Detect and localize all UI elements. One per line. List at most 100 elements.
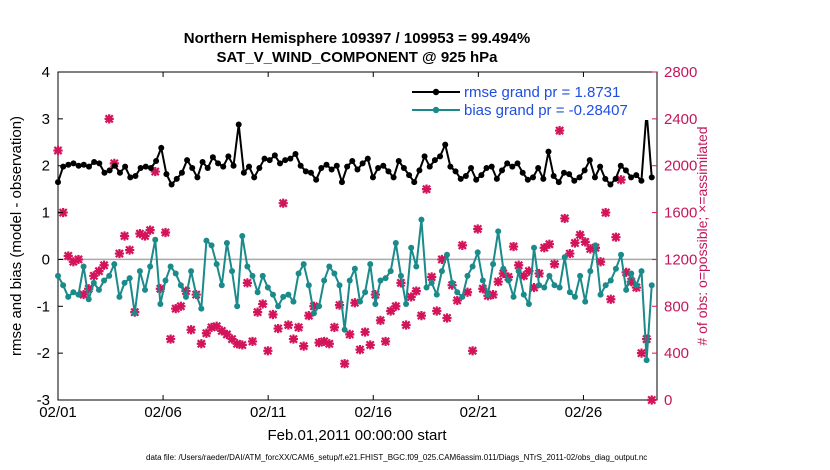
obs-marker	[166, 334, 176, 344]
obs-marker	[247, 336, 258, 347]
obs-marker	[140, 231, 150, 241]
obs-marker	[345, 329, 355, 339]
bias-point	[397, 272, 404, 279]
y-tick-label: 3	[42, 111, 50, 128]
bias-point	[433, 291, 440, 298]
obs-marker	[601, 207, 611, 218]
bias-point	[90, 279, 97, 286]
rmse-point	[566, 171, 573, 178]
rmse-series	[55, 108, 655, 188]
rmse-point	[540, 175, 547, 182]
bias-point	[75, 291, 82, 298]
rmse-point	[173, 175, 180, 182]
rmse-point	[375, 165, 382, 172]
bias-point	[182, 293, 189, 300]
bias-point	[367, 261, 374, 268]
obs-marker	[473, 224, 483, 234]
bias-point	[515, 268, 522, 275]
bias-point	[244, 263, 251, 270]
rmse-point	[586, 157, 593, 164]
obs-marker	[375, 315, 386, 325]
y-tick-label: -1	[37, 298, 50, 315]
bias-point	[290, 298, 297, 305]
bias-point	[474, 249, 481, 256]
rmse-point	[142, 163, 149, 170]
bias-point	[295, 270, 302, 277]
rmse-point	[431, 157, 438, 164]
obs-marker	[283, 320, 293, 330]
obs-marker	[263, 346, 273, 356]
bias-point	[326, 263, 333, 270]
rmse-point	[628, 174, 635, 181]
bias-point	[172, 270, 179, 277]
bias-point	[269, 291, 276, 298]
obs-marker	[114, 248, 125, 259]
obs-marker	[94, 266, 104, 276]
obs-marker	[519, 271, 529, 281]
rmse-point	[462, 173, 469, 180]
obs-marker	[452, 295, 462, 306]
obs-marker	[268, 309, 278, 320]
obs-marker	[421, 184, 432, 194]
rmse-point	[607, 181, 614, 188]
obs-marker	[626, 277, 636, 287]
bias-point	[218, 282, 225, 289]
rmse-point	[80, 161, 87, 168]
bias-point	[597, 291, 604, 298]
bias-point	[479, 277, 486, 284]
obs-marker	[181, 286, 191, 296]
rmse-point	[116, 169, 123, 176]
rmse-point	[318, 165, 325, 172]
y-tick-label: -2	[37, 345, 50, 362]
obs-marker	[560, 213, 570, 224]
obs-marker	[104, 114, 114, 124]
rmse-point	[488, 163, 495, 170]
obs-marker	[350, 298, 360, 308]
rmse-point	[349, 158, 356, 165]
rmse-point	[411, 179, 418, 186]
bias-point	[577, 272, 584, 279]
rmse-point	[447, 163, 454, 170]
rmse-point	[189, 165, 196, 172]
bias-point	[300, 261, 307, 268]
bias-point	[561, 254, 568, 261]
y-axis-label: rmse and bias (model - observation)	[8, 116, 25, 356]
obs-marker	[73, 254, 84, 265]
rmse-point	[406, 172, 413, 179]
bias-point	[305, 282, 312, 289]
rmse-point	[421, 153, 428, 160]
bias-point	[612, 265, 619, 272]
bias-point	[500, 265, 507, 272]
bias-point	[484, 291, 491, 298]
rmse-point	[292, 151, 299, 157]
rmse-point	[137, 165, 144, 172]
obs-marker	[606, 294, 616, 304]
bias-point	[444, 251, 451, 258]
rmse-point	[199, 158, 206, 165]
rmse-point	[85, 163, 92, 170]
obs-marker	[253, 307, 263, 317]
obs-marker	[355, 345, 365, 355]
rmse-point	[519, 169, 526, 176]
rmse-point	[535, 165, 542, 172]
obs-marker	[68, 257, 78, 267]
bias-point	[362, 289, 369, 296]
rmse-point	[437, 153, 444, 160]
y2-tick-label: 400	[664, 345, 689, 362]
obs-marker	[432, 306, 442, 316]
rmse-point	[251, 174, 258, 181]
rmse-point	[473, 176, 480, 183]
rmse-point	[111, 162, 118, 169]
obs-marker	[370, 289, 380, 300]
bias-point	[571, 293, 578, 300]
rmse-point	[220, 163, 227, 170]
rmse-point	[602, 175, 609, 182]
rmse-point	[261, 155, 268, 162]
obs-marker	[467, 346, 478, 356]
obs-marker	[391, 301, 401, 311]
rmse-point	[297, 162, 304, 169]
obs-marker	[329, 322, 339, 332]
obs-marker	[611, 232, 621, 242]
obs-marker	[380, 336, 391, 347]
obs-marker	[309, 301, 319, 311]
